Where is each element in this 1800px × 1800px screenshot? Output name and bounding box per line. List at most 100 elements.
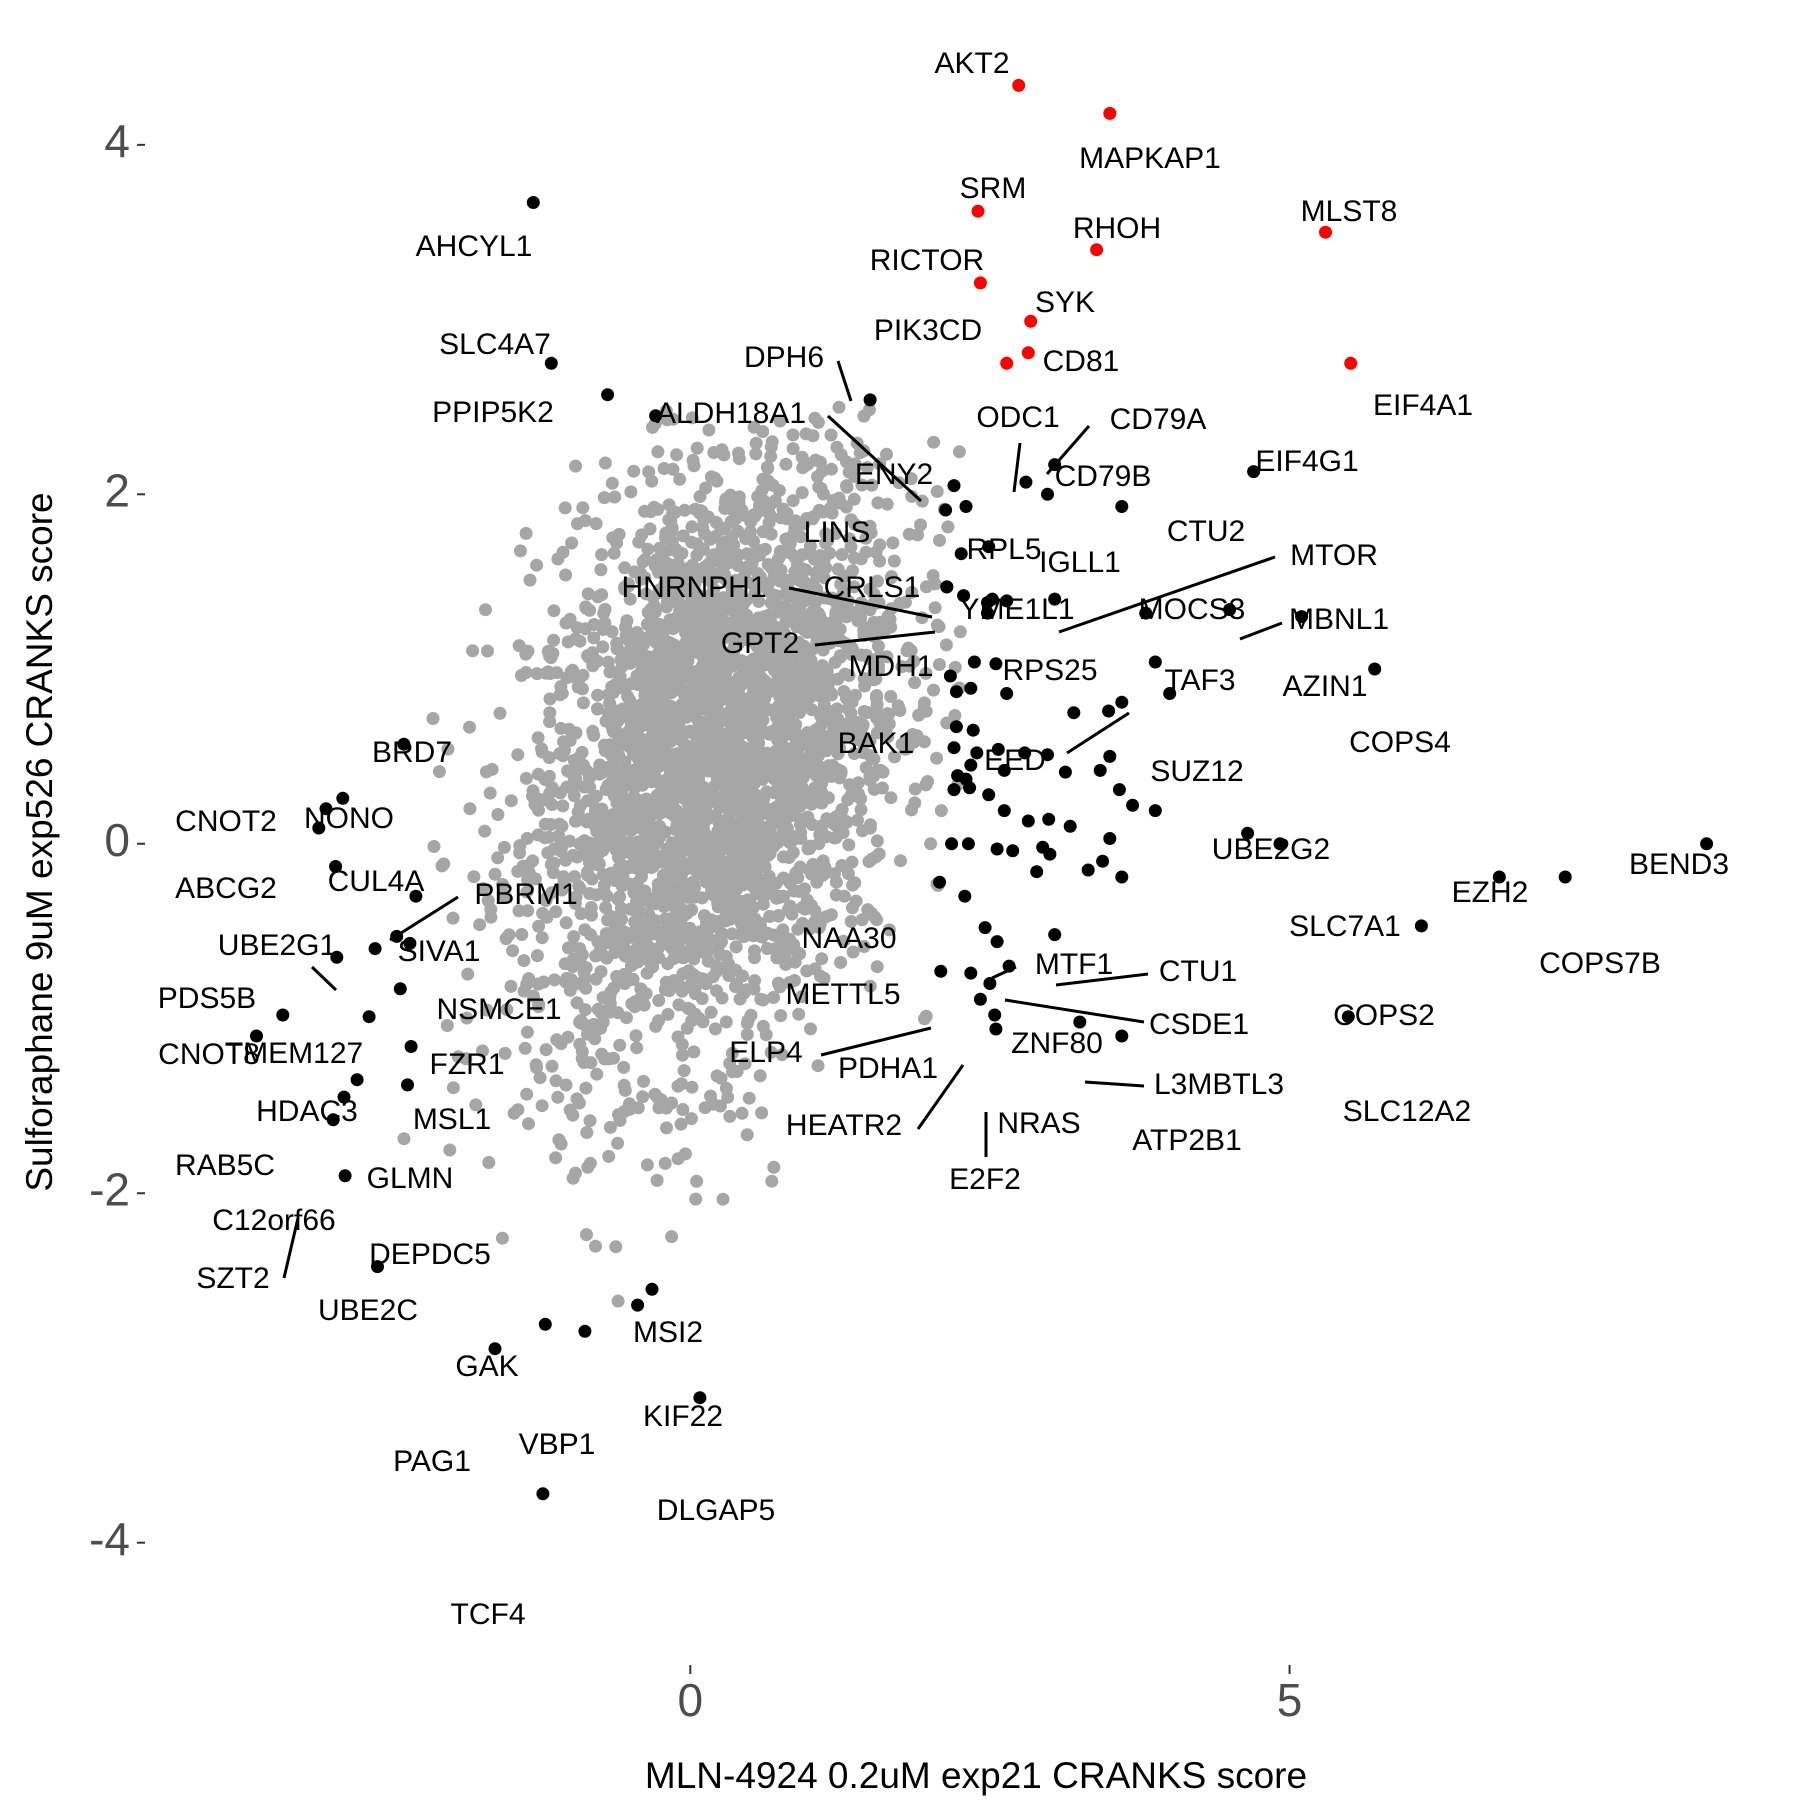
background-point: [754, 992, 768, 1006]
background-point: [672, 998, 686, 1012]
point-atp2b1: [1115, 1029, 1129, 1043]
point-odc1: [1019, 475, 1033, 489]
background-point: [803, 842, 817, 855]
background-point: [735, 1106, 749, 1120]
background-point: [786, 494, 800, 508]
background-point: [523, 573, 537, 587]
background-point: [620, 817, 634, 831]
background-point: [579, 961, 593, 975]
background-point: [682, 669, 696, 683]
label-csde1: CSDE1: [1149, 1008, 1249, 1041]
background-point: [857, 623, 871, 637]
background-point: [568, 897, 582, 910]
background-point: [687, 459, 701, 473]
background-point: [762, 516, 776, 530]
background-point: [522, 972, 536, 986]
background-point: [744, 814, 758, 828]
background-point: [736, 598, 750, 612]
background-point: [645, 770, 658, 784]
background-point: [559, 616, 573, 630]
label-abcg2: ABCG2: [175, 872, 277, 905]
background-point: [858, 679, 872, 693]
background-point: [791, 573, 805, 586]
background-point: [751, 746, 765, 760]
background-point: [638, 833, 652, 847]
background-point: [651, 712, 664, 726]
background-point: [528, 798, 542, 811]
y-tick-label: 2: [104, 464, 130, 516]
background-point: [872, 847, 886, 861]
background-point: [584, 846, 597, 860]
highlight-point: [990, 842, 1004, 856]
highlight-point: [963, 781, 977, 795]
background-point: [660, 1121, 673, 1135]
background-point: [702, 561, 716, 575]
background-point: [924, 837, 938, 851]
background-point: [815, 952, 829, 966]
background-point: [591, 814, 605, 828]
background-point: [577, 1056, 591, 1069]
background-point: [863, 773, 877, 787]
background-point: [463, 720, 476, 734]
label-aldh18a1: ALDH18A1: [656, 397, 806, 430]
background-point: [852, 613, 866, 627]
background-point: [767, 1160, 781, 1174]
point-kif22: [631, 1298, 645, 1312]
label-ctu1: CTU1: [1159, 955, 1237, 988]
background-point: [676, 1103, 690, 1116]
background-point: [630, 820, 644, 834]
background-point: [710, 474, 724, 488]
label-mettl5: METTL5: [785, 978, 900, 1011]
leader-gpt2: [814, 630, 936, 647]
background-point: [872, 664, 885, 678]
background-point: [664, 514, 678, 528]
background-point: [724, 515, 738, 529]
background-point: [821, 791, 835, 805]
background-point: [845, 855, 859, 869]
background-point: [749, 447, 763, 461]
background-point: [776, 502, 790, 516]
y-tick-label: -2: [89, 1163, 130, 1215]
background-point: [746, 880, 760, 894]
background-point: [888, 750, 901, 764]
highlight-point: [1063, 819, 1077, 833]
background-point: [590, 824, 604, 838]
background-point: [797, 562, 811, 576]
highlight-point: [991, 742, 1005, 756]
background-point: [519, 666, 533, 679]
background-point: [743, 768, 757, 782]
background-point: [613, 1038, 627, 1052]
highlight-point: [943, 669, 957, 683]
background-point: [775, 1048, 789, 1062]
highlight-point: [1042, 812, 1056, 826]
background-point: [714, 834, 728, 848]
background-point: [580, 1126, 594, 1139]
label-heatr2: HEATR2: [786, 1109, 902, 1142]
background-point: [871, 574, 884, 588]
background-point: [820, 730, 834, 744]
background-point: [826, 618, 840, 631]
background-point: [432, 765, 446, 779]
background-point: [530, 667, 544, 681]
background-point: [754, 670, 768, 684]
background-point: [704, 658, 718, 672]
highlight-point: [997, 804, 1011, 818]
background-point: [717, 614, 731, 627]
background-point: [589, 517, 603, 531]
background-point: [522, 1117, 535, 1131]
point-rhoh: [1090, 243, 1104, 257]
highlight-point: [961, 837, 975, 851]
background-point: [605, 476, 619, 490]
background-point: [919, 778, 933, 792]
label-pag1: PAG1: [393, 1445, 471, 1478]
background-point: [613, 670, 627, 684]
background-point: [613, 890, 627, 904]
label-pdha1: PDHA1: [838, 1052, 938, 1085]
label-akt2: AKT2: [934, 47, 1009, 80]
background-point: [756, 472, 770, 486]
background-point: [814, 719, 827, 733]
point-nono: [336, 791, 350, 805]
background-point: [581, 1160, 595, 1174]
background-point: [443, 1143, 457, 1157]
background-point: [617, 1078, 631, 1092]
